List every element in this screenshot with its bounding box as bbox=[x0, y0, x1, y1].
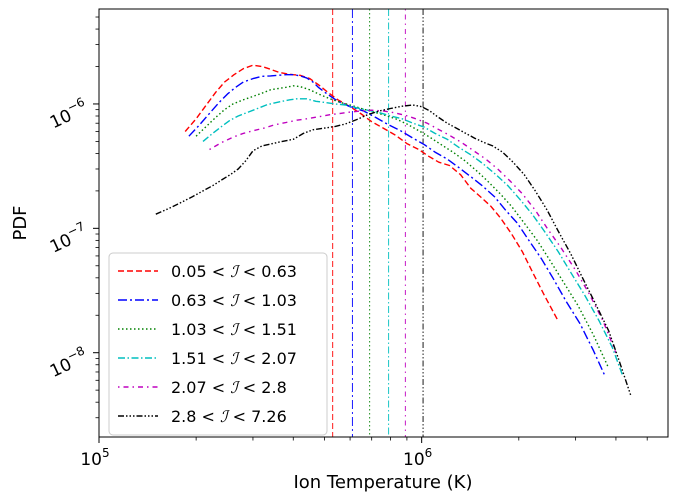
legend-box bbox=[108, 252, 328, 436]
series-line-3 bbox=[195, 85, 610, 369]
y-tick-label: 10−8 bbox=[45, 343, 91, 381]
series-line-1 bbox=[184, 64, 559, 322]
legend-label-4: 1.51 < ℐ < 2.07 bbox=[171, 349, 297, 368]
y-tick-label: 10−7 bbox=[45, 219, 91, 257]
x-tick-label: 105 bbox=[80, 446, 109, 470]
legend: 0.05 < ℐ < 0.63 0.63 < ℐ < 1.03 1.03 < ℐ <… bbox=[108, 252, 328, 436]
legend-label-6: 2.8 < ℐ < 7.26 bbox=[171, 407, 287, 426]
y-axis-label: PDF bbox=[10, 205, 31, 240]
legend-label-1: 0.05 < ℐ < 0.63 bbox=[171, 262, 297, 281]
legend-label-5: 2.07 < ℐ < 2.8 bbox=[171, 378, 287, 397]
x-axis-label: Ion Temperature (K) bbox=[293, 472, 472, 493]
series-line-6 bbox=[155, 104, 632, 397]
legend-label-3: 1.03 < ℐ < 1.51 bbox=[171, 320, 297, 339]
x-tick-labels: 105 106 bbox=[80, 446, 432, 470]
y-tick-labels: 10−6 10−7 10−8 bbox=[45, 95, 91, 382]
series-line-5 bbox=[209, 109, 617, 353]
plot-frame bbox=[98, 8, 669, 438]
threshold-lines bbox=[332, 9, 424, 437]
y-tick-label: 10−6 bbox=[45, 95, 91, 133]
major-ticks bbox=[93, 103, 423, 443]
x-tick-label: 106 bbox=[403, 446, 432, 470]
legend-label-2: 0.63 < ℐ < 1.03 bbox=[171, 291, 297, 310]
series-line-4 bbox=[202, 98, 624, 377]
minor-ticks bbox=[95, 16, 648, 441]
series-lines bbox=[155, 64, 632, 397]
